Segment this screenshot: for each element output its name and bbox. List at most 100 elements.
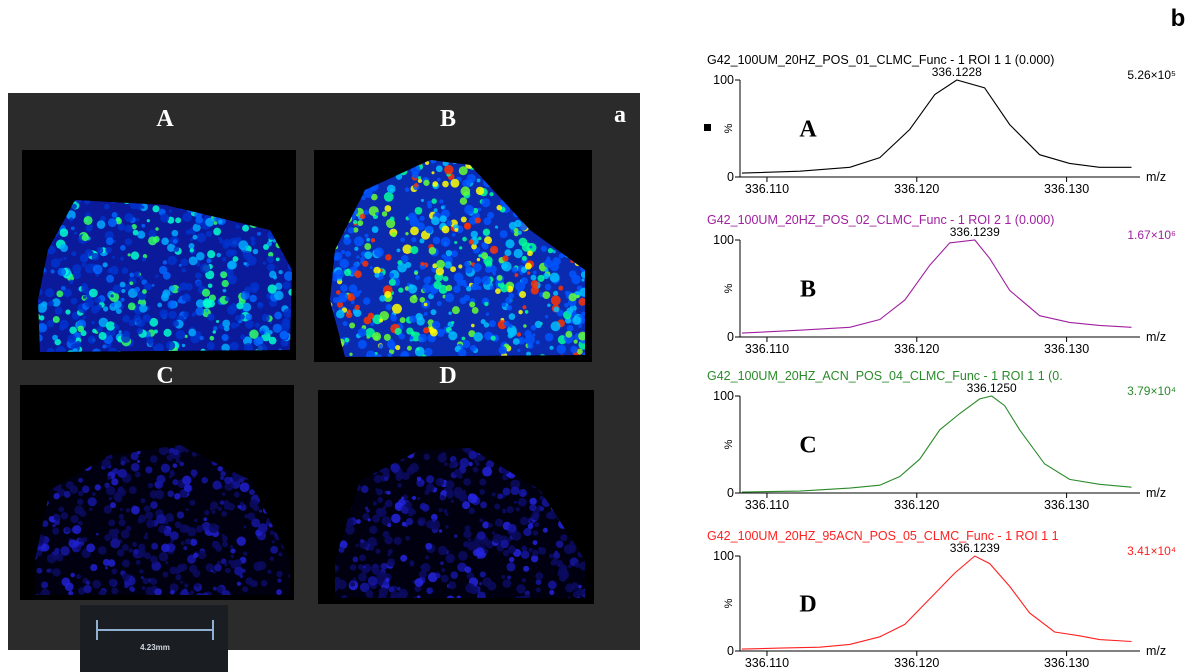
heatmap-spot [370, 193, 378, 201]
heatmap-spot [417, 176, 422, 180]
heatmap-spot [145, 466, 153, 474]
x-axis-label: m/z [1146, 330, 1166, 344]
heatmap-spot [172, 449, 179, 456]
heatmap-spot [458, 550, 468, 561]
heatmap-spot [474, 217, 481, 224]
heatmap-spot [177, 299, 182, 304]
heatmap-spot [283, 271, 292, 281]
heatmap-spot [518, 309, 523, 315]
heatmap-spot [558, 285, 564, 291]
heatmap-spot [430, 309, 437, 316]
heatmap-spot [148, 236, 158, 246]
heatmap-spot [355, 544, 359, 548]
heatmap-spot [528, 547, 533, 553]
heatmap-spot [243, 525, 247, 529]
heatmap-spot [374, 272, 380, 278]
heatmap-spot [419, 215, 425, 222]
heatmap-spot [446, 220, 453, 227]
heatmap-spot [435, 267, 445, 276]
heatmap-spot [482, 228, 491, 236]
heatmap-spot [556, 344, 567, 354]
heatmap-spot [128, 548, 133, 553]
heatmap-spot [161, 543, 170, 553]
heatmap-spot [183, 311, 190, 318]
heatmap-spot [158, 551, 169, 562]
heatmap-spot [435, 573, 441, 579]
heatmap-spot [179, 524, 189, 534]
heatmap-spot [463, 294, 470, 302]
heatmap-spot [385, 577, 390, 583]
heatmap-spot [417, 517, 427, 527]
heatmap-spot [391, 232, 397, 238]
heatmap-spot [537, 274, 545, 282]
heatmap-spot [122, 315, 130, 323]
heatmap-spot [513, 227, 519, 233]
heatmap-spot [524, 262, 532, 270]
heatmap-spot [275, 257, 280, 262]
heatmap-spot [494, 225, 499, 229]
heatmap-spot [367, 576, 378, 586]
heatmap-spot [195, 216, 203, 224]
heatmap-spot [517, 337, 526, 345]
heatmap-spot [136, 217, 140, 222]
heatmap-spot [112, 528, 120, 535]
heatmap-spot [125, 507, 131, 513]
heatmap-spot [348, 284, 358, 293]
heatmap-spot [447, 581, 457, 590]
heatmap-spot [288, 573, 290, 579]
heatmap-spot [395, 344, 401, 351]
heatmap-spot [553, 306, 560, 313]
heatmap-spot [481, 252, 489, 260]
heatmap-spot [435, 165, 443, 173]
heatmap-spot [336, 309, 345, 319]
heatmap-spot [464, 566, 472, 574]
heatmap-spot [60, 511, 69, 520]
heatmap-spot [74, 340, 82, 348]
heatmap-spot [218, 219, 223, 224]
heatmap-spot [538, 546, 543, 552]
heatmap-spot [454, 240, 458, 245]
heatmap-spot [339, 258, 350, 269]
heatmap-spot [476, 257, 481, 262]
heatmap-spot [70, 226, 75, 231]
heatmap-spot [80, 254, 89, 263]
heatmap-spot [213, 326, 218, 331]
heatmap-spot [352, 556, 359, 563]
heatmap-spot [218, 237, 222, 241]
heatmap-spot [145, 511, 154, 520]
heatmap-spot [227, 503, 235, 511]
heatmap-spot [459, 246, 463, 250]
heatmap-spot [375, 548, 381, 554]
heatmap-spot [224, 296, 230, 302]
heatmap-spot [357, 328, 367, 337]
heatmap-spot [108, 519, 116, 527]
heatmap-spot [535, 340, 540, 345]
heatmap-spot [220, 271, 228, 279]
heatmap-spot [473, 332, 483, 342]
heatmap-spot [213, 216, 218, 221]
heatmap-spot [201, 476, 208, 484]
heatmap-spot [383, 333, 391, 341]
heatmap-spot [272, 323, 282, 333]
heatmap-spot [160, 463, 171, 473]
heatmap-spot [136, 327, 143, 335]
heatmap-spot [521, 545, 527, 551]
heatmap-spot [188, 256, 198, 266]
heatmap-spot [510, 486, 520, 496]
heatmap-spot [379, 295, 386, 302]
heatmap-spot [352, 261, 359, 269]
heatmap-spot [472, 263, 482, 272]
heatmap-spot [59, 244, 68, 253]
heatmap-spot [399, 317, 406, 324]
heatmap-spot [524, 334, 535, 345]
heatmap-spot [245, 319, 254, 329]
heatmap-spot [63, 490, 71, 498]
heatmap-spot [470, 283, 477, 290]
heatmap-spot [451, 321, 455, 325]
heatmap-spot [232, 474, 240, 482]
image-label: D [439, 363, 456, 389]
heatmap-spot [257, 302, 264, 309]
heatmap-spot [133, 548, 139, 555]
heatmap-spot [530, 286, 539, 295]
heatmap-spot [405, 231, 409, 236]
